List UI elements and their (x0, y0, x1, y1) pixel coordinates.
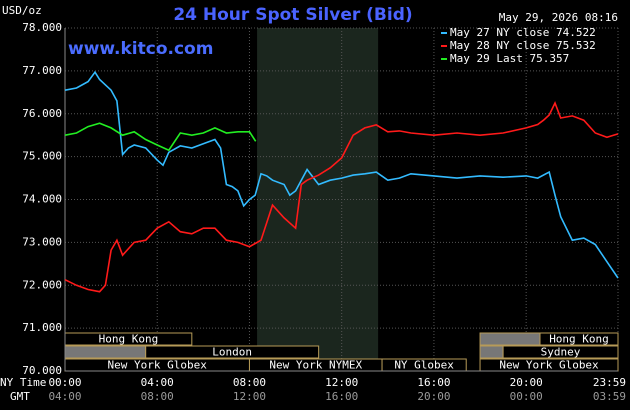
session-label: London (212, 346, 252, 359)
x2-tick-label: 12:00 (233, 390, 266, 403)
legend-label: May 27 NY close 74.522 (450, 26, 596, 39)
x2-tick-label: 03:59 (593, 390, 626, 403)
series-line (64, 70, 619, 279)
watermark: www.kitco.com (68, 39, 213, 59)
x2-tick-label: 04:00 (48, 390, 81, 403)
y-tick-label: 75.000 (22, 150, 62, 163)
y-axis-title: USD/oz (2, 4, 42, 17)
x-tick-label: 12:00 (325, 376, 358, 389)
x2-tick-label: 16:00 (325, 390, 358, 403)
x-tick-label: 23:59 (593, 376, 626, 389)
y-tick-label: 70.000 (22, 364, 62, 377)
x2-tick-label: 00:00 (510, 390, 543, 403)
x-tick-label: 00:00 (48, 376, 81, 389)
session-bar (502, 345, 619, 359)
x-tick-label: 08:00 (233, 376, 266, 389)
session-label: Hong Kong (549, 333, 609, 346)
legend-label: May 28 NY close 75.532 (450, 39, 596, 52)
x2-tick-label: 08:00 (141, 390, 174, 403)
session-label: New York NYMEX (269, 359, 362, 372)
timestamp: May 29, 2026 08:16 (499, 11, 618, 24)
y-tick-label: 78.000 (22, 21, 62, 34)
session-label: New York Globex (499, 359, 599, 372)
session-label: New York Globex (108, 359, 208, 372)
y-tick-label: 72.000 (22, 278, 62, 291)
session-label: Hong Kong (99, 333, 159, 346)
session-label: NY Globex (394, 359, 454, 372)
series-line (64, 100, 619, 293)
y-tick-label: 76.000 (22, 107, 62, 120)
x-tick-label: 16:00 (417, 376, 450, 389)
session-bar (479, 345, 504, 359)
y-tick-label: 77.000 (22, 64, 62, 77)
x-tick-label: 20:00 (510, 376, 543, 389)
session-bar (539, 332, 619, 346)
session-label: Sydney (541, 346, 581, 359)
y-tick-label: 71.000 (22, 321, 62, 334)
x2-axis-title: GMT (10, 390, 30, 403)
legend-label: May 29 Last 75.357 (450, 52, 569, 65)
x2-tick-label: 20:00 (417, 390, 450, 403)
series-line (64, 122, 257, 152)
x-tick-label: 04:00 (141, 376, 174, 389)
session-bar (479, 332, 541, 346)
x-axis-title: NY Time (0, 376, 46, 389)
y-tick-label: 74.000 (22, 193, 62, 206)
session-bar (145, 345, 320, 359)
y-tick-label: 73.000 (22, 235, 62, 248)
session-bar (64, 345, 147, 359)
chart-title: 24 Hour Spot Silver (Bid) (173, 5, 412, 25)
